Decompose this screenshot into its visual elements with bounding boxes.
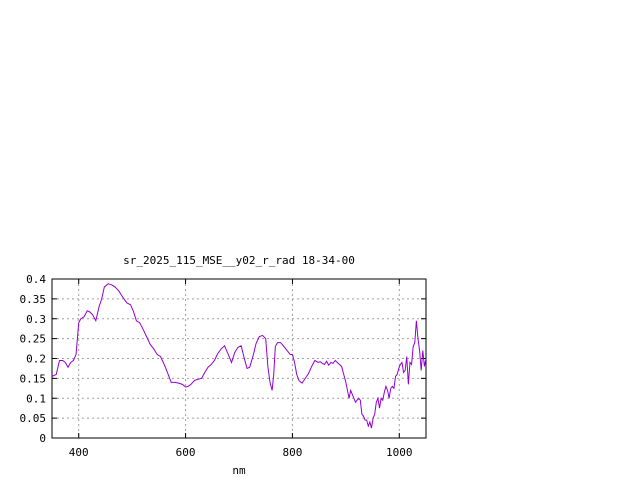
x-axis-label: nm	[232, 464, 246, 477]
grid-lines	[52, 279, 426, 438]
y-tick-label: 0	[39, 432, 46, 445]
y-tick-label: 0.25	[20, 333, 47, 346]
chart-title: sr_2025_115_MSE__y02_r_rad 18-34-00	[123, 254, 355, 267]
y-tick-label: 0.35	[20, 293, 47, 306]
y-tick-label: 0.1	[26, 392, 46, 405]
y-tick-label: 0.2	[26, 353, 46, 366]
y-tick-label: 0.4	[26, 273, 46, 286]
series-line	[51, 283, 427, 429]
x-tick-label: 1000	[386, 446, 413, 459]
y-tick-label: 0.3	[26, 313, 46, 326]
x-tick-label: 600	[176, 446, 196, 459]
series-layer	[51, 283, 427, 429]
y-tick-label: 0.15	[20, 372, 47, 385]
y-tick-label: 0.05	[20, 412, 47, 425]
y-tick-labels: 0 0.05 0.1 0.15 0.2 0.25 0.3 0.35 0.4	[20, 273, 47, 445]
x-tick-labels: 400 600 800 1000	[69, 446, 413, 459]
x-tick-label: 400	[69, 446, 89, 459]
x-tick-label: 800	[282, 446, 302, 459]
